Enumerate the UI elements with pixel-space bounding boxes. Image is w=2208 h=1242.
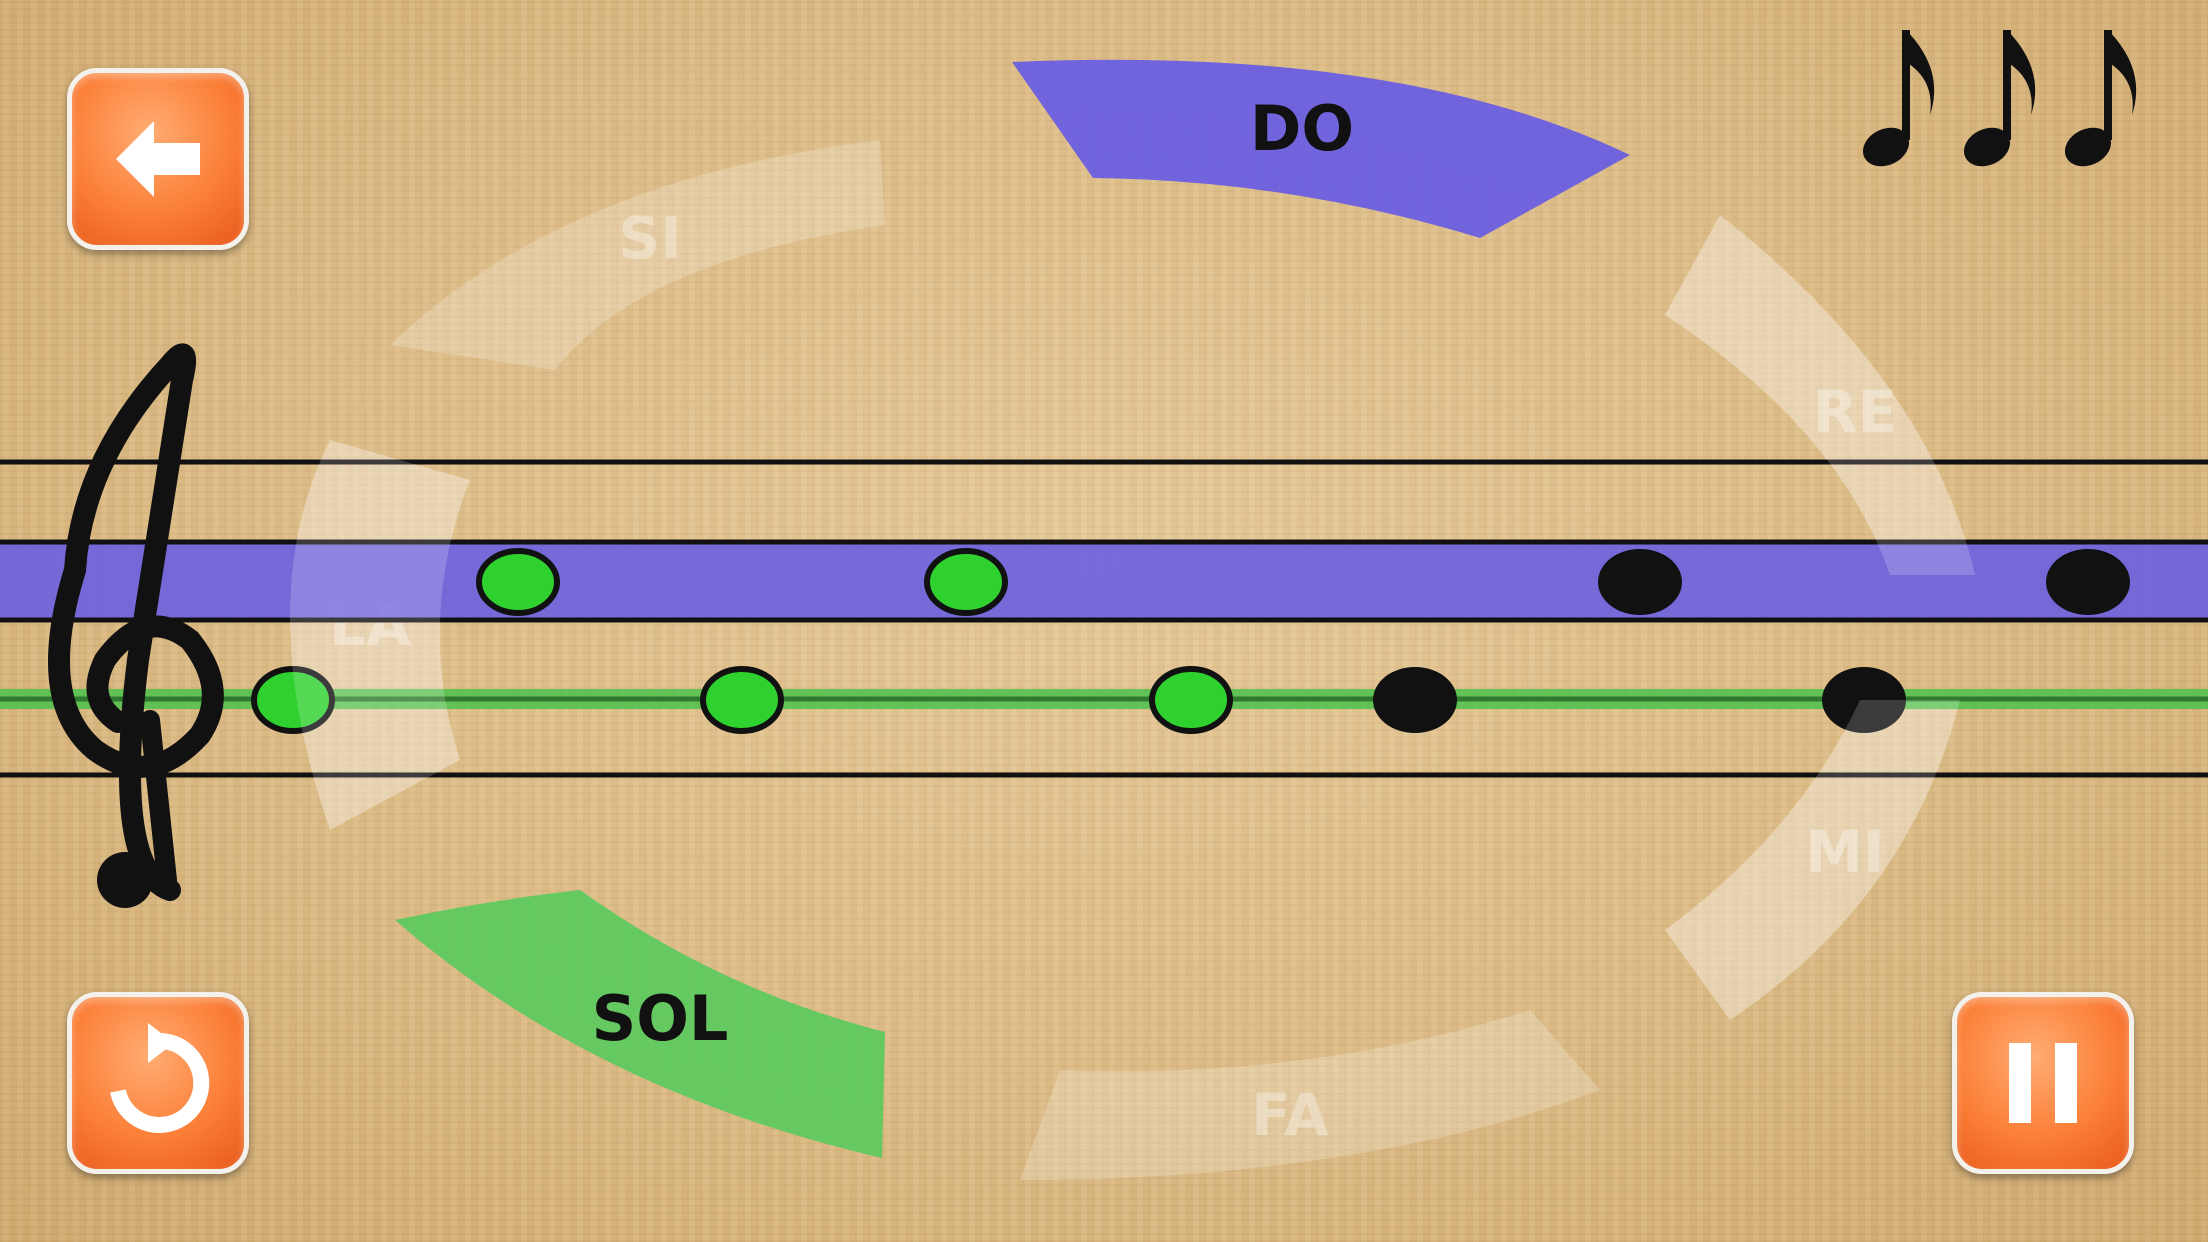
wheel-label-sol: SOL	[592, 982, 729, 1055]
note-wheel: SI RE MI FA LA DO SOL	[290, 59, 1975, 1180]
note-pending	[2046, 549, 2130, 615]
notes	[251, 548, 2130, 734]
restart-icon	[110, 1023, 210, 1133]
note-pending	[1822, 667, 1906, 733]
wheel-segment-sol[interactable]: SOL	[395, 890, 885, 1158]
wheel-overlay	[290, 215, 1975, 1020]
wheel-segment-re[interactable]: RE	[1665, 215, 1975, 575]
wheel-label-fa: FA	[1251, 1081, 1329, 1149]
note-correct	[700, 666, 784, 734]
note-pending	[1598, 549, 1682, 615]
eighth-note-icon	[1862, 30, 1935, 167]
wheel-label-do: DO	[1250, 92, 1354, 165]
treble-clef-icon	[48, 343, 224, 908]
note-correct	[251, 666, 335, 734]
restart-button[interactable]	[67, 992, 249, 1174]
note-correct	[924, 548, 1008, 616]
wheel-segment-do[interactable]: DO	[1012, 59, 1630, 238]
back-button[interactable]	[67, 68, 249, 250]
note-pending	[1373, 667, 1457, 733]
pause-icon	[2009, 1043, 2077, 1123]
pause-button[interactable]	[1952, 992, 2134, 1174]
staff-highlight-do	[0, 540, 2208, 620]
wheel-segment-fa[interactable]: FA	[1020, 1010, 1600, 1180]
note-correct	[476, 548, 560, 616]
lives	[1862, 30, 2137, 167]
wheel-label-mi: MI	[1805, 818, 1884, 886]
arrow-left-icon	[116, 121, 200, 197]
music-staff	[0, 343, 2208, 908]
eighth-note-icon	[2064, 30, 2137, 167]
wheel-segment-si[interactable]: SI	[390, 140, 885, 370]
wheel-label-si: SI	[618, 204, 681, 272]
wheel-segment-mi[interactable]: MI	[1665, 700, 1960, 1020]
wheel-label-re: RE	[1813, 378, 1897, 446]
eighth-note-icon	[1963, 30, 2036, 167]
note-correct	[1149, 666, 1233, 734]
